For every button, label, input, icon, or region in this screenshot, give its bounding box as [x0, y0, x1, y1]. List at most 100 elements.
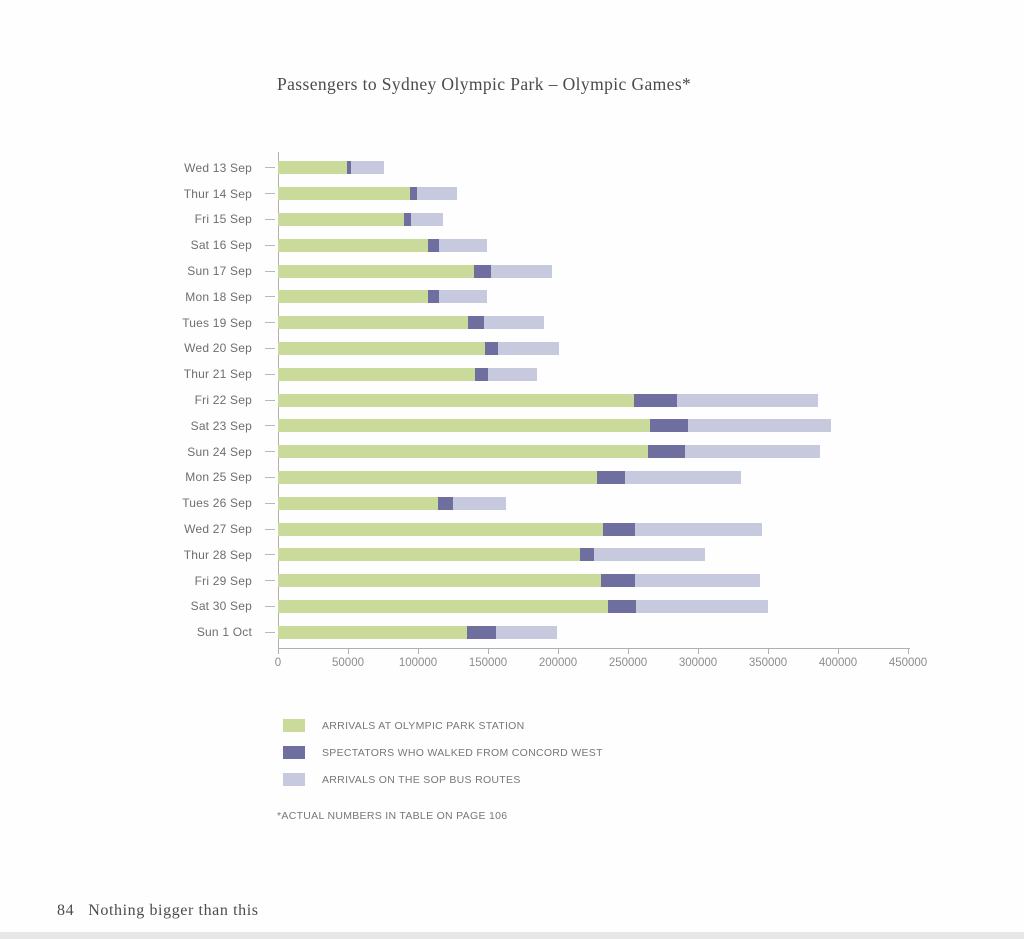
bar-segment	[278, 599, 609, 613]
bar-segment	[278, 161, 347, 175]
chart-row: Thur 28 Sep	[0, 542, 908, 568]
x-tick	[908, 648, 909, 654]
x-tick-label: 50000	[332, 657, 364, 669]
bar-segment	[485, 341, 498, 355]
bar-segment	[278, 290, 428, 304]
y-tick	[252, 265, 278, 278]
bar-track	[278, 264, 908, 278]
y-tick-dash	[265, 270, 275, 272]
bar-track	[278, 161, 908, 175]
y-tick	[252, 574, 278, 587]
x-tick	[768, 648, 769, 654]
bar-track	[278, 496, 908, 510]
chart-footnote: *ACTUAL NUMBERS IN TABLE ON PAGE 106	[277, 810, 508, 822]
chart-row: Sat 30 Sep	[0, 594, 908, 620]
category-label: Sat 23 Sep	[190, 418, 252, 433]
chart-row: Wed 20 Sep	[0, 336, 908, 362]
category-label: Sun 24 Sep	[187, 444, 252, 459]
chart-title: Passengers to Sydney Olympic Park – Olym…	[277, 74, 692, 94]
category-label: Sun 17 Sep	[187, 264, 252, 279]
bar-segment	[350, 161, 385, 175]
category-label: Sat 16 Sep	[190, 238, 252, 253]
chart-row: Sun 24 Sep	[0, 439, 908, 465]
bar-segment	[438, 238, 487, 252]
x-tick-label: 350000	[748, 657, 788, 669]
chart-row: Wed 27 Sep	[0, 516, 908, 542]
y-tick-dash	[265, 476, 275, 478]
x-tick	[348, 648, 349, 654]
chart-row: Sun 1 Oct	[0, 619, 908, 645]
bar-track	[278, 445, 908, 459]
chart-row: Thur 14 Sep	[0, 181, 908, 207]
bar-segment	[496, 625, 557, 639]
x-tick	[628, 648, 629, 654]
y-tick-dash	[265, 425, 275, 427]
bar-segment	[416, 187, 458, 201]
category-label: Wed 27 Sep	[184, 522, 252, 537]
chart-legend: ARRIVALS AT OLYMPIC PARK STATION SPECTAT…	[283, 719, 603, 800]
bar-track	[278, 187, 908, 201]
bar-track	[278, 522, 908, 536]
x-tick	[278, 648, 279, 654]
bar-segment	[278, 316, 469, 330]
y-tick-dash	[265, 373, 275, 375]
bar-segment	[634, 574, 760, 588]
chart-row: Wed 13 Sep	[0, 155, 908, 181]
y-tick	[252, 187, 278, 200]
y-tick	[252, 600, 278, 613]
y-tick-dash	[265, 528, 275, 530]
y-tick	[252, 497, 278, 510]
bar-track	[278, 574, 908, 588]
y-tick	[252, 523, 278, 536]
bar-segment	[676, 393, 819, 407]
chart-row: Tues 19 Sep	[0, 310, 908, 336]
category-label: Mon 25 Sep	[185, 470, 252, 485]
y-tick	[252, 445, 278, 458]
bar-segment	[483, 316, 544, 330]
category-label: Tues 26 Sep	[182, 496, 252, 511]
bar-segment	[608, 599, 637, 613]
chart-row: Sat 23 Sep	[0, 413, 908, 439]
bar-track	[278, 238, 908, 252]
bar-segment	[278, 625, 467, 639]
bar-segment	[427, 290, 439, 304]
bar-segment	[688, 419, 831, 433]
bar-segment	[278, 445, 648, 459]
y-tick-dash	[265, 218, 275, 220]
bar-segment	[278, 574, 602, 588]
bar-segment	[278, 264, 474, 278]
bar-segment	[437, 496, 453, 510]
chart-row: Thur 21 Sep	[0, 361, 908, 387]
bar-segment	[278, 367, 476, 381]
bar-segment	[409, 187, 417, 201]
bar-track	[278, 599, 908, 613]
bar-segment	[427, 238, 439, 252]
bar-track	[278, 290, 908, 304]
chart-rows: Wed 13 Sep Thur 14 Sep Fri 15 Sep Sat 16 Se…	[0, 155, 908, 645]
y-tick	[252, 548, 278, 561]
bar-segment	[625, 470, 742, 484]
bar-track	[278, 419, 908, 433]
bar-track	[278, 393, 908, 407]
bar-segment	[278, 496, 438, 510]
y-tick	[252, 316, 278, 329]
legend-swatch-walked-icon	[283, 746, 305, 759]
x-tick-label: 250000	[608, 657, 648, 669]
bar-segment	[278, 522, 603, 536]
x-tick-label: 300000	[678, 657, 718, 669]
category-label: Wed 13 Sep	[184, 160, 252, 175]
bar-track	[278, 341, 908, 355]
legend-item-walked: SPECTATORS WHO WALKED FROM CONCORD WEST	[283, 746, 603, 759]
x-tick	[558, 648, 559, 654]
y-tick	[252, 368, 278, 381]
bar-segment	[278, 238, 428, 252]
page-footer: 84 Nothing bigger than this	[57, 902, 259, 920]
chart-row: Tues 26 Sep	[0, 490, 908, 516]
category-label: Tues 19 Sep	[182, 315, 252, 330]
y-tick-dash	[265, 580, 275, 582]
y-tick-dash	[265, 554, 275, 556]
bar-track	[278, 548, 908, 562]
x-tick	[488, 648, 489, 654]
chart-row: Fri 22 Sep	[0, 387, 908, 413]
